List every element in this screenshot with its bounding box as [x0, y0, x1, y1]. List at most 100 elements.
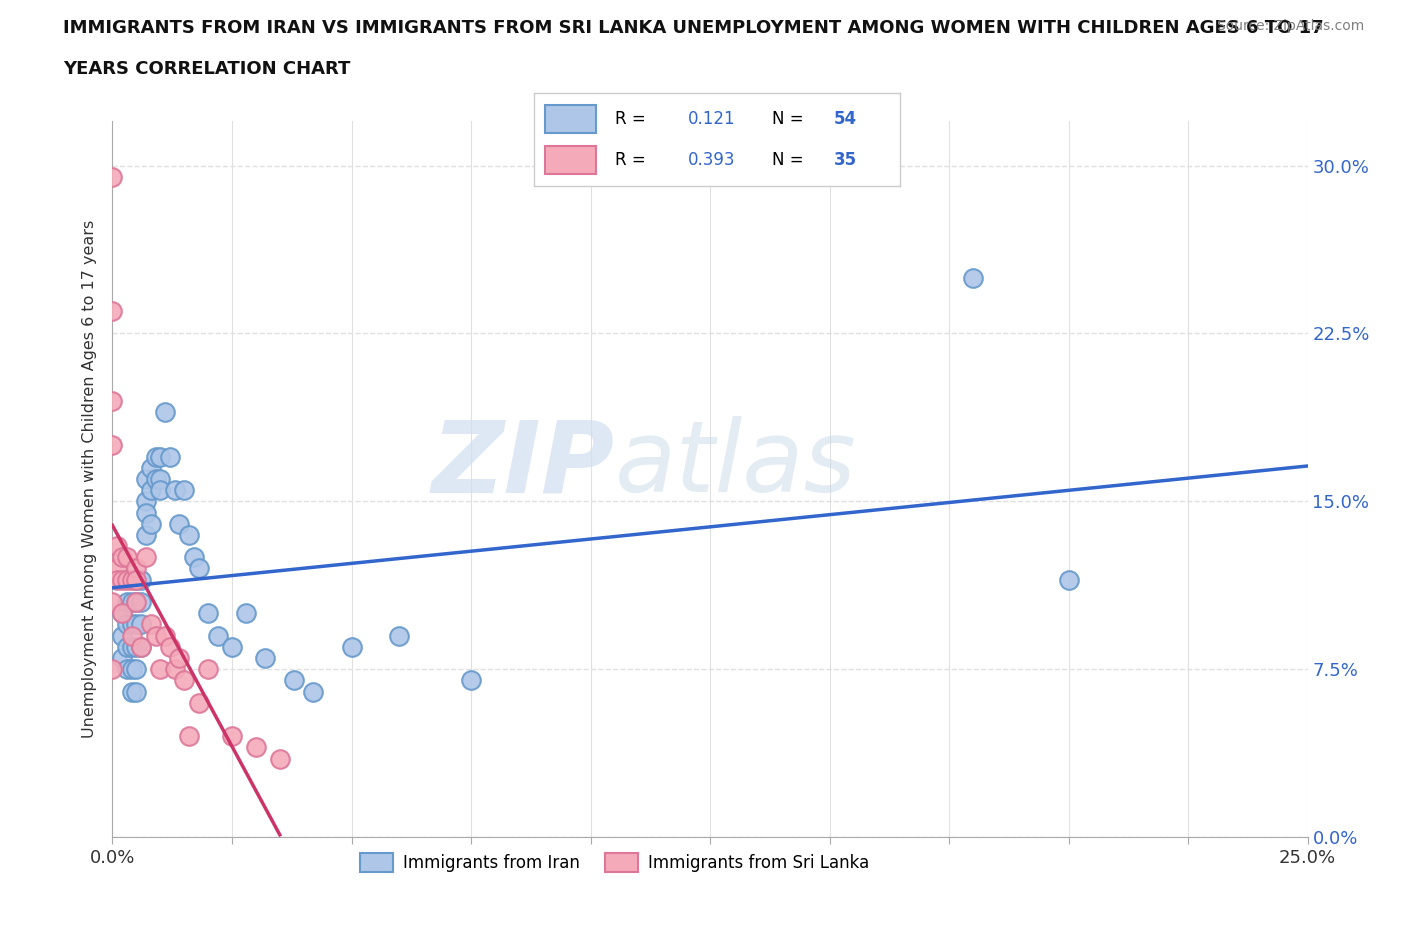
Point: [302, 684, 325, 699]
Point: [153, 405, 176, 419]
Point: [149, 472, 172, 486]
Point: [235, 605, 257, 620]
FancyBboxPatch shape: [546, 146, 596, 174]
Point: [111, 572, 134, 587]
Legend: Immigrants from Iran, Immigrants from Sri Lanka: Immigrants from Iran, Immigrants from Sr…: [353, 846, 876, 879]
Point: [197, 605, 219, 620]
Text: 54: 54: [834, 110, 858, 128]
Point: [101, 662, 124, 677]
Point: [121, 684, 143, 699]
Text: Source: ZipAtlas.com: Source: ZipAtlas.com: [1216, 19, 1364, 33]
Text: ZIP: ZIP: [432, 416, 614, 513]
Y-axis label: Unemployment Among Women with Children Ages 6 to 17 years: Unemployment Among Women with Children A…: [82, 219, 97, 738]
Point: [149, 449, 172, 464]
Point: [115, 594, 138, 609]
Point: [962, 270, 984, 285]
Point: [121, 639, 143, 654]
Point: [139, 460, 162, 475]
Point: [125, 684, 148, 699]
Point: [105, 538, 128, 553]
Point: [125, 662, 148, 677]
Point: [125, 561, 148, 576]
Text: 0.393: 0.393: [688, 151, 735, 169]
Point: [163, 483, 186, 498]
Point: [129, 639, 152, 654]
Text: R =: R =: [614, 110, 651, 128]
Point: [187, 561, 209, 576]
Point: [135, 494, 157, 509]
Text: 35: 35: [834, 151, 858, 169]
Point: [129, 594, 152, 609]
Point: [221, 639, 243, 654]
Point: [197, 662, 219, 677]
Point: [125, 572, 148, 587]
Point: [221, 729, 243, 744]
Point: [187, 696, 209, 711]
Point: [177, 527, 200, 542]
Point: [145, 628, 167, 643]
Point: [111, 605, 134, 620]
Point: [105, 572, 128, 587]
Point: [135, 550, 157, 565]
Point: [283, 673, 305, 688]
Point: [129, 617, 152, 631]
Point: [169, 516, 191, 531]
Point: [159, 449, 181, 464]
Text: YEARS CORRELATION CHART: YEARS CORRELATION CHART: [63, 60, 350, 78]
Point: [115, 662, 138, 677]
Text: atlas: atlas: [614, 416, 856, 513]
Point: [121, 617, 143, 631]
Point: [177, 729, 200, 744]
Point: [111, 550, 134, 565]
Point: [125, 639, 148, 654]
Point: [101, 393, 124, 408]
Point: [129, 639, 152, 654]
Point: [460, 673, 482, 688]
Point: [111, 605, 134, 620]
Point: [153, 628, 176, 643]
Point: [135, 505, 157, 520]
Point: [101, 169, 124, 184]
Point: [149, 662, 172, 677]
Point: [173, 483, 195, 498]
Text: N =: N =: [772, 151, 808, 169]
Point: [149, 483, 172, 498]
Text: N =: N =: [772, 110, 808, 128]
Point: [121, 662, 143, 677]
Point: [245, 740, 267, 755]
Text: R =: R =: [614, 151, 651, 169]
Point: [159, 639, 181, 654]
Point: [121, 594, 143, 609]
Point: [115, 550, 138, 565]
Point: [135, 472, 157, 486]
Point: [115, 617, 138, 631]
Point: [115, 572, 138, 587]
Point: [101, 594, 124, 609]
Point: [269, 751, 291, 766]
Point: [111, 651, 134, 666]
Point: [139, 516, 162, 531]
Point: [183, 550, 205, 565]
Point: [163, 662, 186, 677]
Point: [111, 628, 134, 643]
FancyBboxPatch shape: [546, 105, 596, 133]
Point: [125, 594, 148, 609]
Point: [254, 651, 277, 666]
Point: [207, 628, 229, 643]
Point: [125, 617, 148, 631]
Point: [139, 617, 162, 631]
Point: [388, 628, 411, 643]
Point: [169, 651, 191, 666]
Point: [340, 639, 363, 654]
Point: [101, 304, 124, 319]
Point: [121, 572, 143, 587]
Point: [173, 673, 195, 688]
Point: [101, 438, 124, 453]
Point: [125, 572, 148, 587]
Point: [105, 561, 128, 576]
Point: [135, 527, 157, 542]
Point: [115, 639, 138, 654]
Point: [145, 472, 167, 486]
Text: IMMIGRANTS FROM IRAN VS IMMIGRANTS FROM SRI LANKA UNEMPLOYMENT AMONG WOMEN WITH : IMMIGRANTS FROM IRAN VS IMMIGRANTS FROM …: [63, 19, 1324, 36]
Point: [121, 628, 143, 643]
